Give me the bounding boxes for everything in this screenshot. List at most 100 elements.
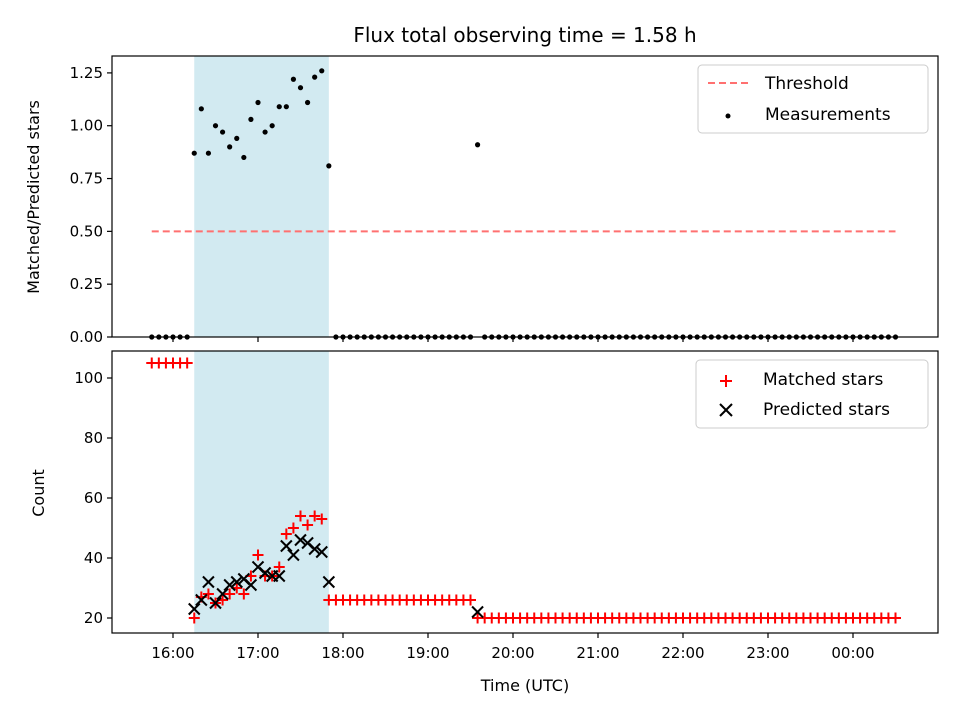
y-tick-label: 100: [74, 369, 103, 387]
matched-point: [316, 513, 328, 525]
bottom-shade: [194, 351, 329, 633]
measurement-point: [212, 123, 219, 129]
y-tick-label: 1.00: [70, 117, 103, 135]
predicted-point: [294, 533, 307, 547]
matched-point: [465, 594, 476, 606]
matched-point: [302, 519, 314, 531]
x-tick-label: 16:00: [151, 644, 194, 662]
measurement-point: [241, 154, 247, 161]
bottom-y-ticks: 20 40 60 80 100: [74, 369, 112, 627]
top-y-ticks: 0.00 0.25 0.50 0.75 1.00 1.25: [70, 64, 112, 346]
measurement-point: [276, 104, 282, 110]
measurement-point: [191, 150, 197, 156]
top-x-ticks: [172, 337, 854, 342]
measurement-point: [269, 123, 275, 129]
matched-point: [295, 510, 306, 522]
bottom-x-ticks: 16:00 17:00 18:00 19:00 20:00 21:00 22:00 23:00…: [151, 633, 875, 662]
y-tick-label: 0.00: [70, 328, 103, 346]
legend-matched-swatch: [720, 375, 732, 387]
y-tick-label: 40: [84, 549, 103, 567]
measurement-point: [290, 76, 297, 82]
measurement-point: [312, 74, 318, 80]
measurement-point: [255, 99, 261, 106]
top-axes-frame: [111, 55, 939, 338]
legend-predicted-swatch: [719, 403, 733, 417]
y-tick-label: 80: [84, 429, 103, 447]
bottom-legend: Matched stars Predicted stars: [695, 359, 929, 429]
x-axis-label: Time (UTC): [480, 676, 569, 695]
x-tick-label: 00:00: [831, 644, 874, 662]
matched-point: [252, 549, 264, 561]
predicted-point: [258, 566, 272, 580]
legend-measurements-swatch: [725, 113, 731, 119]
predicted-point: [308, 542, 321, 556]
measurement-point: [319, 68, 325, 74]
top-shade: [194, 56, 329, 337]
x-tick-label: 21:00: [576, 644, 619, 662]
x-tick-label: 17:00: [236, 644, 279, 662]
measurement-point: [205, 150, 212, 156]
matched-point: [309, 510, 321, 522]
legend-measurements-label: Measurements: [765, 105, 891, 125]
matched-point: [188, 612, 200, 624]
x-tick-label: 18:00: [321, 644, 364, 662]
measurement-point: [248, 116, 254, 122]
predicted-point: [322, 575, 336, 589]
predicted-point: [188, 602, 201, 616]
matched-point: [890, 612, 901, 624]
predicted-point: [315, 545, 328, 559]
y-tick-label: 0.50: [70, 222, 103, 240]
y-tick-label: 20: [84, 609, 103, 627]
measurement-point: [474, 142, 481, 148]
bottom-panel: 20 40 60 80 100 16:00 17:00 18:00 19:00 20:00 21:…: [29, 350, 939, 695]
matched-point: [202, 588, 214, 600]
matched-point: [280, 528, 292, 540]
chart-title: Flux total observing time = 1.58 h: [353, 23, 696, 47]
legend-threshold-label: Threshold: [764, 74, 849, 94]
measurement-point: [297, 85, 304, 91]
y-tick-label: 0.25: [70, 275, 103, 293]
measurement-point: [234, 135, 240, 141]
legend-matched-label: Matched stars: [763, 370, 883, 390]
predicted-point: [244, 578, 258, 592]
predicted-point: [209, 596, 222, 610]
predicted-point: [287, 548, 300, 562]
measurement-point: [262, 129, 268, 135]
x-tick-label: 19:00: [406, 644, 449, 662]
top-panel: 0.00 0.25 0.50 0.75 1.00 1.25 Matched/Predict…: [24, 55, 939, 346]
predicted-point: [195, 593, 208, 607]
legend-predicted-label: Predicted stars: [763, 400, 890, 420]
y-tick-label: 1.25: [70, 64, 103, 82]
predicted-point: [280, 539, 293, 553]
measurement-point: [326, 163, 332, 169]
predicted-point: [216, 587, 229, 601]
matched-point: [287, 522, 299, 534]
y-tick-label: 60: [84, 489, 103, 507]
y-tick-label: 0.75: [70, 170, 103, 188]
bottom-legend-box: [695, 359, 929, 429]
predicted-point: [223, 578, 236, 592]
predicted-point: [273, 569, 286, 583]
matched-point: [273, 561, 285, 573]
matched-point: [181, 357, 193, 369]
matched-point: [224, 588, 236, 600]
top-legend-box: [697, 64, 929, 134]
predicted-point: [230, 575, 243, 589]
bottom-y-axis-label: Count: [29, 469, 48, 517]
x-tick-label: 20:00: [491, 644, 534, 662]
measurement-point: [219, 129, 226, 135]
measurement-point: [283, 104, 289, 110]
bottom-predicted-group: [188, 533, 484, 619]
predicted-point: [471, 605, 484, 619]
bottom-axes-frame: [111, 350, 939, 634]
predicted-point: [202, 575, 215, 589]
measurement-point: [227, 144, 233, 150]
matched-point: [238, 588, 250, 600]
top-legend: Threshold Measurements: [697, 64, 929, 134]
x-tick-label: 22:00: [661, 644, 704, 662]
bottom-matched-group: [146, 357, 901, 624]
measurement-point: [304, 99, 311, 106]
top-y-axis-label: Matched/Predicted stars: [24, 100, 43, 294]
x-tick-label: 23:00: [746, 644, 789, 662]
